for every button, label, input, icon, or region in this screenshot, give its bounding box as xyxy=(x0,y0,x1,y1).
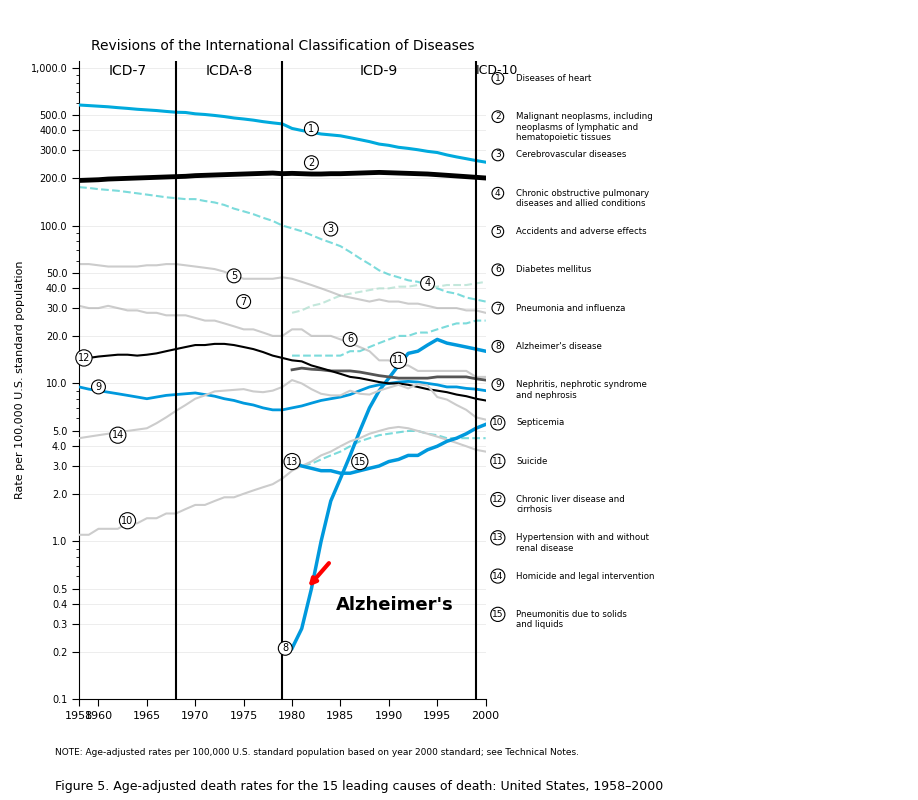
Text: ICDA-8: ICDA-8 xyxy=(206,64,252,78)
Text: 8: 8 xyxy=(282,643,288,654)
Text: 3: 3 xyxy=(495,150,500,159)
Text: Cerebrovascular diseases: Cerebrovascular diseases xyxy=(516,150,626,159)
Title: Revisions of the International Classification of Diseases: Revisions of the International Classific… xyxy=(91,39,474,53)
Text: Suicide: Suicide xyxy=(516,457,547,466)
Text: Pneumonitis due to solids
and liquids: Pneumonitis due to solids and liquids xyxy=(516,610,627,630)
Text: Hypertension with and without
renal disease: Hypertension with and without renal dise… xyxy=(516,534,649,553)
Text: Chronic obstructive pulmonary
diseases and allied conditions: Chronic obstructive pulmonary diseases a… xyxy=(516,189,649,208)
Text: NOTE: Age-adjusted rates per 100,000 U.S. standard population based on year 2000: NOTE: Age-adjusted rates per 100,000 U.S… xyxy=(55,748,579,757)
Text: 4: 4 xyxy=(424,278,431,289)
Text: 9: 9 xyxy=(495,380,500,389)
Text: 12: 12 xyxy=(492,495,503,504)
Text: 8: 8 xyxy=(495,342,500,351)
Text: Accidents and adverse effects: Accidents and adverse effects xyxy=(516,227,647,236)
Text: 15: 15 xyxy=(492,610,504,619)
Text: 1: 1 xyxy=(495,74,500,83)
Text: Figure 5. Age-adjusted death rates for the 15 leading causes of death: United St: Figure 5. Age-adjusted death rates for t… xyxy=(55,780,664,793)
Text: Diabetes mellitus: Diabetes mellitus xyxy=(516,266,591,274)
Text: 5: 5 xyxy=(230,271,237,281)
Text: ICD-7: ICD-7 xyxy=(108,64,147,78)
Text: 7: 7 xyxy=(495,303,500,313)
Text: Chronic liver disease and
cirrhosis: Chronic liver disease and cirrhosis xyxy=(516,495,625,514)
Text: 5: 5 xyxy=(495,227,500,236)
Text: Diseases of heart: Diseases of heart xyxy=(516,74,591,83)
Text: 14: 14 xyxy=(492,571,503,581)
Text: 9: 9 xyxy=(95,382,102,392)
Text: 12: 12 xyxy=(78,353,90,363)
Text: 14: 14 xyxy=(112,430,124,440)
Text: 4: 4 xyxy=(495,189,500,198)
Text: Alzheimer's: Alzheimer's xyxy=(336,596,453,614)
Text: Malignant neoplasms, including
neoplasms of lymphatic and
hematopoietic tissues: Malignant neoplasms, including neoplasms… xyxy=(516,112,653,142)
Text: 13: 13 xyxy=(285,457,298,466)
Text: 2: 2 xyxy=(308,158,315,168)
Text: 11: 11 xyxy=(492,457,504,466)
Text: Alzheimer's disease: Alzheimer's disease xyxy=(516,342,602,351)
Text: 15: 15 xyxy=(353,457,366,466)
Text: Homicide and legal intervention: Homicide and legal intervention xyxy=(516,571,655,581)
Text: 6: 6 xyxy=(347,334,353,345)
Text: Septicemia: Septicemia xyxy=(516,418,565,427)
Text: 10: 10 xyxy=(121,516,134,526)
Text: ICD-9: ICD-9 xyxy=(360,64,398,78)
Text: Pneumonia and influenza: Pneumonia and influenza xyxy=(516,303,625,313)
Text: 7: 7 xyxy=(241,297,247,306)
Text: 13: 13 xyxy=(492,534,504,542)
Y-axis label: Rate per 100,000 U.S. standard population: Rate per 100,000 U.S. standard populatio… xyxy=(15,261,25,499)
Text: 2: 2 xyxy=(495,112,500,121)
Text: 10: 10 xyxy=(492,418,504,427)
Text: 6: 6 xyxy=(495,266,500,274)
Text: 11: 11 xyxy=(392,355,405,366)
Text: Nephritis, nephrotic syndrome
and nephrosis: Nephritis, nephrotic syndrome and nephro… xyxy=(516,380,647,399)
Text: 3: 3 xyxy=(328,224,334,234)
Text: ICD-10: ICD-10 xyxy=(476,64,519,78)
Text: 1: 1 xyxy=(308,124,315,134)
